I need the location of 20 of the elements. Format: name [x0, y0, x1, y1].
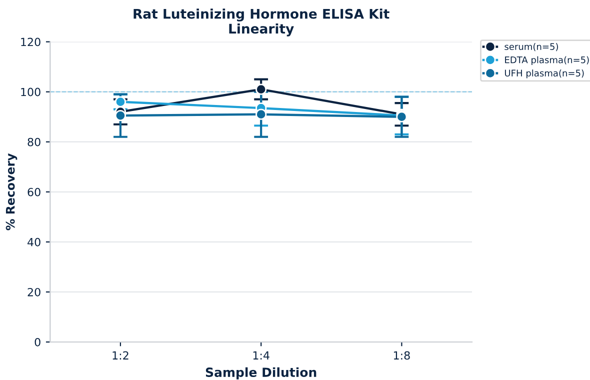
y-tick-label: 20: [28, 288, 40, 296]
y-tick-label: 100: [21, 88, 40, 96]
y-tick-label: 60: [28, 188, 40, 196]
point: [256, 84, 267, 95]
y-tick-label: 80: [28, 138, 40, 146]
legend-label: serum(n=5): [504, 43, 558, 52]
x-axis-title: Sample Dilution: [206, 367, 316, 380]
x-tick-label: 1:2: [112, 351, 128, 360]
y-tick-label: 120: [21, 38, 40, 46]
point: [114, 96, 126, 108]
y-axis-title: % Recovery: [6, 153, 18, 230]
point: [114, 110, 126, 122]
legend-label: EDTA plasma(n=5): [505, 56, 589, 66]
chart-title: Rat Luteinizing Hormone ELISA Kit Linearity: [134, 8, 390, 36]
y-tick-label: 0: [34, 338, 40, 346]
x-tick-label: 1:4: [253, 351, 270, 360]
y-tick-label: 40: [28, 238, 40, 246]
legend-label: UFH plasma(n=5): [504, 70, 584, 78]
x-tick-label: 1:8: [394, 351, 410, 360]
point: [256, 108, 267, 120]
